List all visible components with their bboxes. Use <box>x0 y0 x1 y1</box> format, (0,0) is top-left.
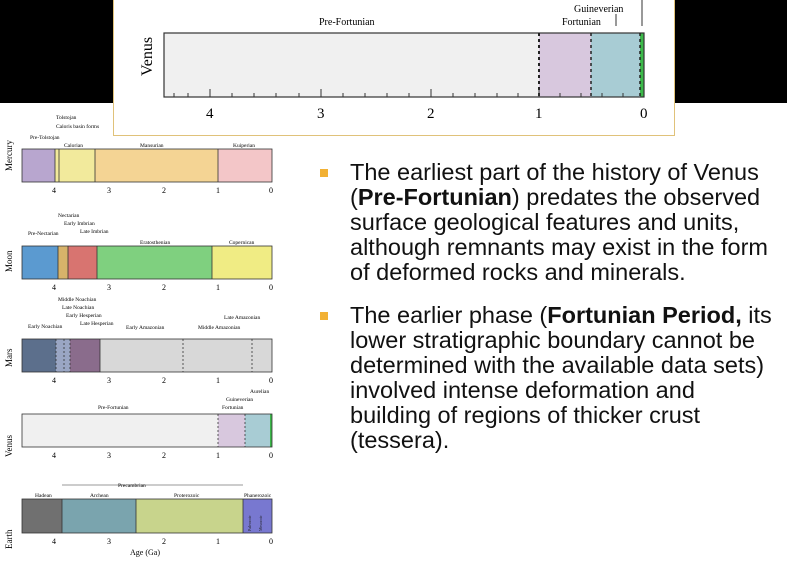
tick-label: 2 <box>427 106 435 122</box>
tick-label: 0 <box>269 186 273 195</box>
venus-timescale-zoom: Venus 4 3 2 1 0 Pre-Fortunian Fortunian … <box>113 0 675 136</box>
pre-fortunian-label: Pre-Fortunian <box>319 17 375 28</box>
fortunian-label: Fortunian <box>562 17 601 28</box>
planet-label: Moon <box>4 250 14 272</box>
tick-label: 3 <box>107 376 111 385</box>
tick-label: 3 <box>317 106 325 122</box>
period-label: Pre-Fortunian <box>98 405 129 411</box>
tick-label: 4 <box>52 283 56 292</box>
tick-label: 2 <box>162 186 166 195</box>
tick-label: 3 <box>107 283 111 292</box>
tick-label: 0 <box>640 106 648 122</box>
period-label: Early Imbrian <box>64 221 95 227</box>
moon-panel: Moon Pre-Nectarian Nectarian Early Imbri… <box>4 213 273 292</box>
period-label: Calorian <box>64 143 83 149</box>
tick-label: 2 <box>162 376 166 385</box>
bullet-text-after: ) predates the observed surface geologic… <box>350 184 768 285</box>
period-label: Middle Amazonian <box>198 325 241 331</box>
tick-label: 2 <box>162 451 166 460</box>
fortunian-band <box>539 33 591 97</box>
period-label: Tolstojan <box>56 115 77 121</box>
period-label: Late Amazonian <box>224 315 260 321</box>
planet-label: Venus <box>4 435 14 457</box>
bullet-marker <box>320 169 328 177</box>
tick-label: 4 <box>206 106 214 122</box>
bullet-fortunian: The earlier phase (Fortunian Period, its… <box>318 303 778 453</box>
aurelian-band <box>640 33 644 97</box>
axis-label: Age (Ga) <box>130 548 160 557</box>
tick-label: 3 <box>107 186 111 195</box>
mars-panel: Mars Early Noachian Middle Noachian Late… <box>4 297 273 385</box>
tick-label: 4 <box>52 451 56 460</box>
tick-label: 1 <box>535 106 543 122</box>
period-label: Mesozoic <box>258 515 263 531</box>
bullet-list: The earliest part of the history of Venu… <box>318 160 778 471</box>
bullet-text-before: The earlier phase ( <box>350 302 548 328</box>
tick-label: 1 <box>216 537 220 546</box>
period-label: Proterozoic <box>174 493 200 499</box>
period-label: Guineverian <box>226 397 253 403</box>
bullet-bold: Pre-Fortunian <box>357 184 512 210</box>
tick-label: 1 <box>216 283 220 292</box>
period-label: Aurelian <box>250 389 269 395</box>
period-label: Late Imbrian <box>80 229 109 235</box>
tick-label: 4 <box>52 537 56 546</box>
tick-label: 3 <box>107 537 111 546</box>
tick-label: 2 <box>162 283 166 292</box>
period-label: Eratosthenian <box>140 240 170 246</box>
planet-label: Mercury <box>4 140 14 171</box>
venus-zoom-chart: Venus 4 3 2 1 0 Pre-Fortunian Fortunian … <box>139 0 648 122</box>
period-label: Pre-Tolstojan <box>30 135 60 141</box>
period-label: Pre-Nectarian <box>28 231 59 237</box>
period-label: Late Hesperian <box>80 321 114 327</box>
period-label: Early Amazonian <box>126 325 165 331</box>
tick-label: 0 <box>269 537 273 546</box>
planetary-timescales-figure: Mercury Pre-Tolstojan Tolstojan Caloris … <box>4 115 273 557</box>
guineverian-band <box>591 33 640 97</box>
bullet-pre-fortunian: The earliest part of the history of Venu… <box>318 160 778 285</box>
tick-label: 0 <box>269 376 273 385</box>
period-label: Hadean <box>35 493 52 499</box>
tick-label: 4 <box>52 186 56 195</box>
period-label: Mansurian <box>140 143 164 149</box>
tick-label: 0 <box>269 283 273 292</box>
period-label: Paleozoic <box>247 515 252 531</box>
period-label: Middle Noachian <box>58 297 97 303</box>
mercury-panel: Mercury Pre-Tolstojan Tolstojan Caloris … <box>4 115 273 195</box>
tick-label: 1 <box>216 186 220 195</box>
period-label: Kuiperian <box>233 143 255 149</box>
tick-label: 3 <box>107 451 111 460</box>
planet-label: Mars <box>4 348 14 367</box>
bullet-marker <box>320 312 328 320</box>
tick-label: 1 <box>216 376 220 385</box>
period-label: Caloris basin forms <box>56 123 99 130</box>
period-label: Nectarian <box>58 213 80 219</box>
guineverian-label: Guineverian <box>574 4 623 15</box>
period-label: Early Noachian <box>28 324 63 330</box>
tick-label: 1 <box>216 451 220 460</box>
bullet-text-after: its lower stratigraphic boundary cannot … <box>350 302 772 453</box>
tick-label: 0 <box>269 451 273 460</box>
zoom-planet-label: Venus <box>139 37 156 76</box>
earth-panel: Earth Hadean Archean Proterozoic Phanero… <box>4 483 273 557</box>
bullet-bold: Fortunian Period, <box>547 302 742 328</box>
period-label: Late Noachian <box>62 305 94 311</box>
period-label: Phanerozoic <box>244 493 272 499</box>
planet-label: Earth <box>4 529 14 549</box>
period-label: Fortunian <box>222 405 244 411</box>
period-label: Archean <box>90 493 109 499</box>
period-label: Early Hesperian <box>66 313 102 319</box>
tick-label: 4 <box>52 376 56 385</box>
venus-panel: Venus Pre-Fortunian Fortunian Guineveria… <box>4 389 273 460</box>
period-label: Precambrian <box>118 483 146 489</box>
period-label: Copernican <box>229 240 255 246</box>
bullet-text-before: The earliest part of the history of Venu… <box>350 159 759 210</box>
tick-label: 2 <box>162 537 166 546</box>
